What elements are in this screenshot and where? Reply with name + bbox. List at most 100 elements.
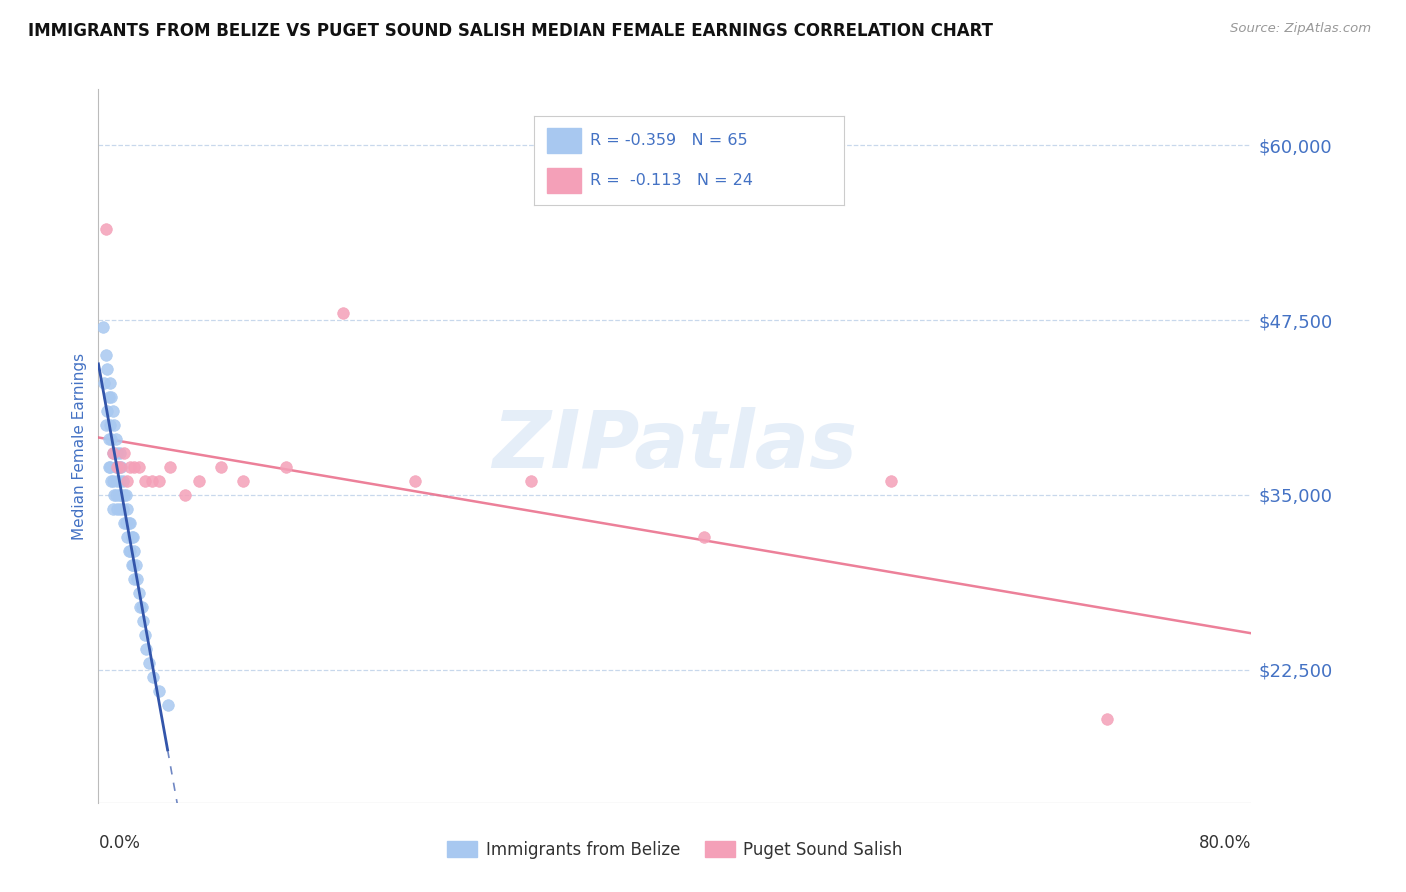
Point — [117, 502, 139, 516]
Point — [101, 404, 124, 418]
Point — [107, 460, 129, 475]
Point — [693, 530, 716, 544]
Point — [124, 572, 146, 586]
Point — [100, 432, 122, 446]
Point — [107, 488, 129, 502]
Point — [94, 222, 117, 236]
Point — [100, 390, 122, 404]
Text: R =  -0.113   N = 24: R = -0.113 N = 24 — [591, 173, 754, 187]
Point — [128, 586, 150, 600]
Point — [108, 474, 131, 488]
Legend: Immigrants from Belize, Puget Sound Salish: Immigrants from Belize, Puget Sound Sali… — [440, 835, 910, 866]
Point — [120, 460, 142, 475]
Point — [880, 474, 903, 488]
Point — [96, 362, 118, 376]
Point — [100, 474, 122, 488]
Point — [111, 502, 134, 516]
Point — [108, 502, 131, 516]
Point — [231, 474, 254, 488]
Point — [94, 417, 117, 432]
Point — [129, 599, 152, 614]
Point — [104, 488, 127, 502]
Point — [138, 656, 160, 670]
Point — [520, 474, 543, 488]
Point — [97, 460, 120, 475]
Text: R = -0.359   N = 65: R = -0.359 N = 65 — [591, 134, 748, 148]
Point — [101, 446, 124, 460]
Point — [124, 460, 146, 475]
Point — [121, 530, 143, 544]
Point — [96, 404, 118, 418]
Point — [98, 376, 121, 390]
Point — [114, 488, 136, 502]
Point — [105, 446, 128, 460]
Point — [121, 558, 143, 572]
Point — [120, 516, 142, 530]
Point — [94, 348, 117, 362]
Point — [188, 474, 211, 488]
Point — [127, 572, 149, 586]
Point — [120, 544, 142, 558]
Point — [104, 460, 127, 475]
Point — [112, 516, 135, 530]
Text: 80.0%: 80.0% — [1199, 834, 1251, 852]
Point — [103, 446, 125, 460]
Text: 0.0%: 0.0% — [98, 834, 141, 852]
Point — [134, 628, 156, 642]
Point — [148, 684, 170, 698]
Point — [117, 474, 139, 488]
Point — [135, 641, 157, 656]
Point — [105, 502, 128, 516]
Point — [148, 474, 170, 488]
Bar — [547, 128, 581, 153]
Point — [112, 446, 135, 460]
Point — [118, 516, 141, 530]
Point — [141, 474, 163, 488]
Point — [93, 376, 115, 390]
Point — [103, 488, 125, 502]
Y-axis label: Median Female Earnings: Median Female Earnings — [72, 352, 87, 540]
Point — [134, 474, 156, 488]
Text: IMMIGRANTS FROM BELIZE VS PUGET SOUND SALISH MEDIAN FEMALE EARNINGS CORRELATION : IMMIGRANTS FROM BELIZE VS PUGET SOUND SA… — [28, 22, 993, 40]
Text: Source: ZipAtlas.com: Source: ZipAtlas.com — [1230, 22, 1371, 36]
Point — [132, 614, 155, 628]
Point — [98, 417, 121, 432]
Point — [142, 670, 165, 684]
Point — [159, 460, 181, 475]
Point — [122, 558, 145, 572]
Point — [101, 474, 124, 488]
Point — [124, 544, 146, 558]
Point — [91, 320, 114, 334]
Point — [118, 544, 141, 558]
Point — [405, 474, 427, 488]
Point — [98, 460, 121, 475]
Point — [131, 599, 153, 614]
Point — [156, 698, 179, 712]
Point — [128, 460, 150, 475]
Point — [114, 516, 136, 530]
Point — [112, 488, 135, 502]
Point — [101, 446, 124, 460]
Text: ZIPatlas: ZIPatlas — [492, 407, 858, 485]
Point — [101, 502, 124, 516]
Point — [1097, 712, 1119, 726]
Bar — [547, 168, 581, 193]
Point — [110, 460, 132, 475]
Point — [111, 474, 134, 488]
Point — [122, 530, 145, 544]
Point — [209, 460, 232, 475]
Point — [110, 488, 132, 502]
Point — [105, 474, 128, 488]
Point — [97, 390, 120, 404]
Point — [174, 488, 197, 502]
Point — [105, 460, 128, 475]
Point — [274, 460, 297, 475]
Point — [104, 432, 127, 446]
Point — [117, 530, 139, 544]
Point — [108, 460, 131, 475]
Point — [103, 417, 125, 432]
Point — [125, 558, 148, 572]
Point — [332, 306, 354, 320]
Point — [97, 432, 120, 446]
Point — [108, 446, 131, 460]
